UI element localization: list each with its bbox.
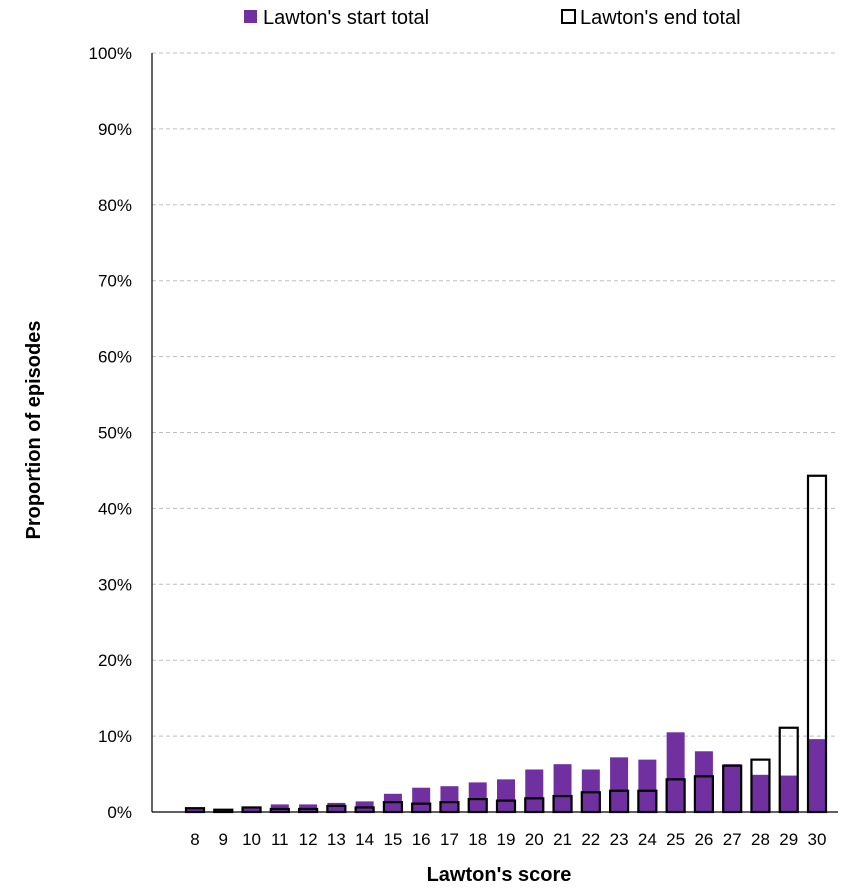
x-tick-label: 9 <box>219 830 228 849</box>
bar-start-8 <box>186 807 204 812</box>
x-tick-label: 20 <box>525 830 544 849</box>
x-axis-title: Lawton's score <box>427 864 572 886</box>
gridlines <box>152 52 838 737</box>
bar-start-23 <box>610 757 629 812</box>
y-tick-label: 90% <box>98 120 132 139</box>
x-tick-label: 29 <box>779 830 798 849</box>
y-tick-label: 70% <box>98 272 132 291</box>
y-tick-label: 20% <box>98 651 132 670</box>
x-tick-label: 15 <box>383 830 402 849</box>
y-tick-labels: 0% 10% 20% 30% 40% 50% 60% 70% 80% 90% 100% <box>89 44 132 822</box>
legend-swatch-end <box>561 9 576 24</box>
bar-start-26 <box>694 751 713 812</box>
bar-start-17 <box>440 786 459 812</box>
y-axis-title: Proportion of episodes <box>23 321 45 540</box>
y-tick-label: 40% <box>98 499 132 518</box>
y-tick-label: 60% <box>98 348 132 367</box>
bar-start-24 <box>638 759 657 812</box>
x-tick-label: 19 <box>497 830 516 849</box>
bar-start-10 <box>242 807 261 812</box>
x-tick-label: 24 <box>638 830 657 849</box>
y-tick-label: 30% <box>98 575 132 594</box>
bar-start-21 <box>553 764 572 812</box>
bar-start-28 <box>751 774 770 812</box>
bar-start-16 <box>412 787 431 812</box>
bar-start-27 <box>723 764 742 812</box>
legend-label-start: Lawton's start total <box>263 7 429 29</box>
y-tick-label: 0% <box>107 803 132 822</box>
x-tick-labels: 8 9 10 11 12 13 14 15 16 17 18 19 20 21 22 23 24 25 26 27 28… <box>190 830 826 849</box>
x-tick-label: 22 <box>581 830 600 849</box>
bar-start-19 <box>497 779 515 812</box>
x-tick-label: 28 <box>751 830 770 849</box>
x-tick-label: 30 <box>808 830 827 849</box>
bar-start-22 <box>581 769 600 812</box>
x-tick-label: 11 <box>271 830 289 849</box>
y-tick-label: 100% <box>89 44 132 63</box>
y-tick-label: 10% <box>98 727 132 746</box>
y-tick-label: 50% <box>98 424 132 443</box>
series-end-bars <box>184 474 828 814</box>
x-tick-label: 18 <box>468 830 487 849</box>
x-tick-label: 8 <box>190 830 199 849</box>
x-tick-label: 16 <box>412 830 431 849</box>
x-tick-label: 27 <box>723 830 742 849</box>
bar-start-25 <box>666 732 685 812</box>
x-tick-label: 10 <box>242 830 261 849</box>
x-tick-label: 13 <box>327 830 346 849</box>
axes <box>151 53 838 813</box>
bar-start-20 <box>525 769 544 812</box>
bar-start-30 <box>808 739 826 812</box>
bar-start-29 <box>779 775 798 812</box>
bar-start-18 <box>468 782 487 812</box>
series-start-bars <box>186 732 826 812</box>
bar-start-13 <box>327 802 346 812</box>
legend-label-end: Lawton's end total <box>580 7 741 29</box>
y-tick-label: 80% <box>98 196 132 215</box>
x-tick-label: 17 <box>440 830 459 849</box>
x-tick-label: 23 <box>610 830 629 849</box>
bar-start-9 <box>214 809 233 812</box>
x-tick-label: 21 <box>553 830 572 849</box>
x-tick-label: 14 <box>355 830 374 849</box>
x-tick-label: 12 <box>299 830 318 849</box>
legend-swatch-start <box>244 10 257 23</box>
x-tick-label: 25 <box>666 830 685 849</box>
legend: Lawton's start total Lawton's end total <box>244 7 741 29</box>
x-tick-label: 26 <box>694 830 713 849</box>
